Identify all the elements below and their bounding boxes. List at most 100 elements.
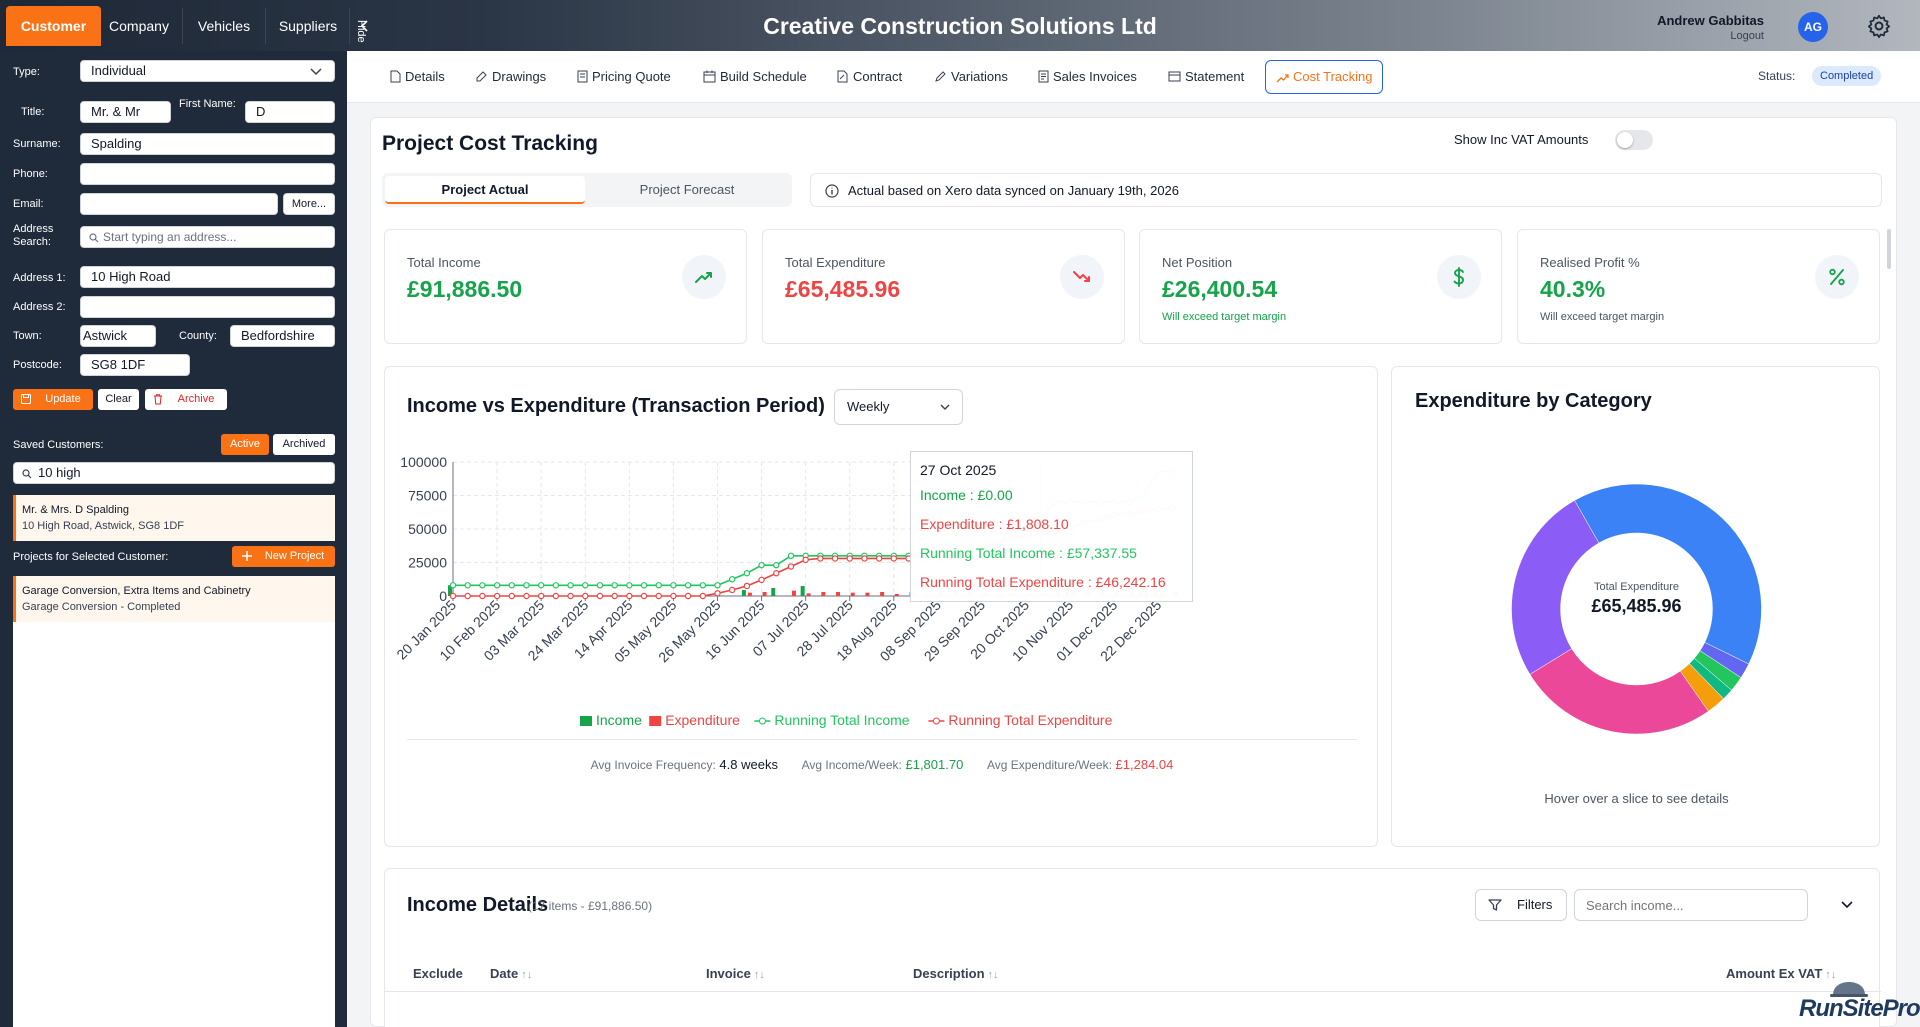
tab-details[interactable]: Details (380, 60, 455, 94)
column-header-exclude: Exclude (413, 966, 463, 981)
customer-sidebar: Type: Individual Title: Mr. & Mr First N… (0, 51, 347, 1027)
data-point (449, 592, 457, 600)
tab-statement[interactable]: Statement (1158, 60, 1254, 94)
data-point (846, 555, 853, 562)
title-field[interactable]: Mr. & Mr (80, 101, 171, 123)
nav-tab-customer[interactable]: Customer (6, 6, 101, 46)
nav-tab-suppliers[interactable]: Suppliers (278, 18, 338, 34)
scrollbar-thumb[interactable] (1887, 229, 1891, 269)
nav-tab-vehicles[interactable]: Vehicles (197, 18, 251, 34)
file-signature-icon (837, 70, 848, 83)
first-name-field[interactable]: D (245, 101, 335, 123)
percent-icon (1829, 268, 1845, 286)
phone-label: Phone: (13, 168, 48, 180)
data-point (508, 592, 515, 600)
nav-tab-company[interactable]: Company (109, 18, 169, 34)
archive-button[interactable]: Archive (145, 389, 227, 410)
saved-customer-item[interactable]: Mr. & Mrs. D Spalding 10 High Road, Astw… (13, 495, 335, 541)
data-point (582, 582, 589, 589)
address-search-input[interactable]: Start typing an address... (80, 226, 335, 248)
tooltip-running-income: Running Total Income : £57,337.55 (920, 545, 1137, 561)
town-field[interactable]: Astwick (80, 325, 156, 347)
more-button[interactable]: More... (283, 193, 335, 215)
tab-contract[interactable]: Contract (827, 60, 912, 94)
logout-link[interactable]: Logout (1730, 30, 1764, 42)
type-select[interactable]: Individual (80, 60, 335, 82)
data-point (596, 582, 604, 589)
tab-project-forecast[interactable]: Project Forecast (639, 182, 735, 197)
kpi-card-total-expenditure: Total Expenditure £65,485.96 (762, 229, 1125, 344)
clear-button[interactable]: Clear (98, 389, 139, 410)
new-project-button[interactable]: New Project (232, 546, 335, 567)
customer-search-input[interactable]: 10 high (13, 462, 335, 484)
search-icon (89, 233, 99, 243)
tab-drawings[interactable]: Drawings (465, 60, 556, 94)
address2-field[interactable] (80, 296, 335, 318)
email-label: Email: (13, 198, 44, 210)
data-point (552, 592, 560, 600)
section-title: Income Details (407, 894, 549, 916)
y-tick-label: 0 (439, 588, 447, 604)
bar-expenditure (865, 592, 870, 596)
filters-button[interactable]: Filters (1475, 889, 1567, 921)
pen-icon (935, 71, 946, 82)
tab-cost-tracking[interactable]: Cost Tracking (1265, 60, 1384, 94)
data-point (743, 582, 751, 590)
data-point (787, 563, 795, 570)
data-point (773, 570, 780, 577)
expenditure-donut-chart[interactable] (1392, 452, 1881, 752)
data-point (596, 592, 604, 600)
sort-icon: ↑↓ (1825, 969, 1837, 981)
column-header-description[interactable]: Description ↑↓ (913, 966, 999, 981)
email-field[interactable] (80, 193, 278, 215)
hard-hat-icon (1830, 982, 1868, 997)
kpi-label: Realised Profit % (1540, 255, 1640, 270)
data-point (611, 592, 618, 600)
kpi-note: Will exceed target margin (1540, 311, 1665, 323)
column-header-amount[interactable]: Amount Ex VAT ↑↓ (1726, 966, 1836, 981)
tab-sales-invoices[interactable]: Sales Invoices (1028, 60, 1147, 94)
period-select[interactable]: Weekly (834, 389, 963, 425)
project-status: Garage Conversion - Completed (22, 601, 181, 613)
nav-divider (265, 8, 266, 44)
y-tick-label: 100000 (400, 454, 447, 470)
donut-hint: Hover over a slice to see details (1544, 791, 1729, 806)
toggle-knob (1617, 132, 1633, 148)
hide-sidebar-button[interactable]: Hide (355, 6, 390, 46)
kpi-value: £91,886.50 (407, 276, 523, 302)
project-item[interactable]: Garage Conversion, Extra Items and Cabin… (13, 576, 335, 622)
postcode-field[interactable]: SG8 1DF (80, 354, 190, 376)
tab-project-actual[interactable]: Project Actual (385, 176, 585, 204)
invoice-icon (1038, 70, 1049, 83)
legend-marker (932, 717, 940, 725)
phone-field[interactable] (80, 163, 335, 185)
donut-center-label: Total Expenditure (1594, 581, 1679, 593)
tab-build-schedule[interactable]: Build Schedule (693, 60, 817, 94)
column-label: Description (913, 966, 985, 981)
archived-toggle[interactable]: Archived (273, 434, 335, 455)
address-search-placeholder: Start typing an address... (103, 230, 237, 244)
vat-toggle[interactable] (1615, 130, 1653, 150)
gear-icon[interactable] (1866, 13, 1892, 39)
data-point (875, 555, 883, 562)
county-field[interactable]: Bedfordshire (230, 325, 335, 347)
address1-field[interactable]: 10 High Road (80, 266, 335, 288)
type-select-value: Individual (91, 63, 146, 78)
column-header-date[interactable]: Date ↑↓ (490, 966, 532, 981)
active-toggle[interactable]: Active (221, 434, 269, 455)
tab-label: Sales Invoices (1053, 69, 1137, 84)
tab-variations[interactable]: Variations (924, 60, 1018, 94)
tab-pricing-quote[interactable]: Pricing Quote (567, 60, 681, 94)
avatar[interactable]: AG (1798, 12, 1828, 42)
stat-label: Avg Expenditure/Week: (986, 758, 1112, 772)
chevron-down-icon[interactable] (1841, 901, 1853, 909)
update-button[interactable]: Update (13, 389, 93, 410)
chart-title: Income vs Expenditure (Transaction Perio… (407, 395, 825, 417)
search-income-input[interactable] (1574, 889, 1808, 921)
tab-label: Statement (1185, 69, 1245, 84)
surname-field[interactable]: Spalding (80, 133, 335, 155)
kpi-icon-wrap (1815, 255, 1859, 299)
column-header-invoice[interactable]: Invoice ↑↓ (706, 966, 765, 981)
table-header-divider (385, 991, 1881, 992)
